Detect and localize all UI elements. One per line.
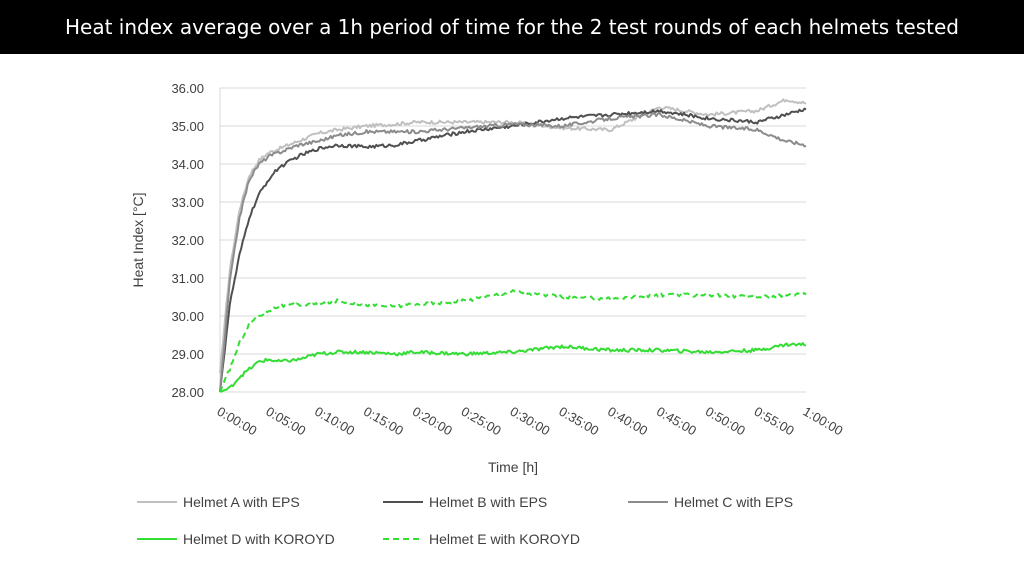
x-tick-label: 0:55:00 [752,404,797,439]
x-tick-label: 0:15:00 [361,404,406,439]
title-banner: Heat index average over a 1h period of t… [0,0,1024,54]
x-tick-label: 1:00:00 [801,404,846,439]
y-tick-label: 35.00 [171,119,204,134]
y-tick-label: 31.00 [171,271,204,286]
y-tick-label: 30.00 [171,309,204,324]
x-tick-label: 0:20:00 [410,404,455,439]
series-line [219,98,807,374]
x-axis-label: Time [h] [488,459,538,475]
y-tick-label: 28.00 [171,385,204,400]
x-tick-label: 0:00:00 [215,404,260,439]
x-tick-label: 0:25:00 [459,404,504,439]
y-tick-label: 33.00 [171,195,204,210]
y-axis-label: Heat Index [°C] [130,192,146,287]
series-line [219,112,807,393]
x-tick-label: 0:45:00 [654,404,699,439]
y-tick-label: 36.00 [171,81,204,96]
y-tick-label: 29.00 [171,347,204,362]
legend: Helmet A with EPS Helmet B with EPS Helmet… [137,494,793,547]
series-lines [219,98,807,393]
x-tick-label: 0:10:00 [312,404,357,439]
series-line [219,107,807,393]
x-tick-label: 0:50:00 [703,404,748,439]
legend-label: Helmet B with EPS [429,494,547,510]
x-tick-label: 0:40:00 [605,404,650,439]
legend-label: Helmet C with EPS [674,494,793,510]
y-tick-label: 32.00 [171,233,204,248]
y-axis-ticks: 28.00 29.00 30.00 31.00 32.00 33.00 34.00 35.00… [171,81,204,400]
x-tick-label: 0:30:00 [508,404,553,439]
legend-label: Helmet E with KOROYD [429,531,580,547]
y-tick-label: 34.00 [171,157,204,172]
chart-title: Heat index average over a 1h period of t… [65,15,959,39]
x-axis-ticks: 0:00:00 0:05:00 0:10:00 0:15:00 0:20:00 0:25:… [215,404,846,439]
legend-label: Helmet A with EPS [183,494,300,510]
grid-lines [219,87,806,393]
series-line [219,289,807,393]
series-line [219,342,807,393]
x-tick-label: 0:05:00 [263,404,308,439]
x-tick-label: 0:35:00 [556,404,601,439]
legend-label: Helmet D with KOROYD [183,531,335,547]
